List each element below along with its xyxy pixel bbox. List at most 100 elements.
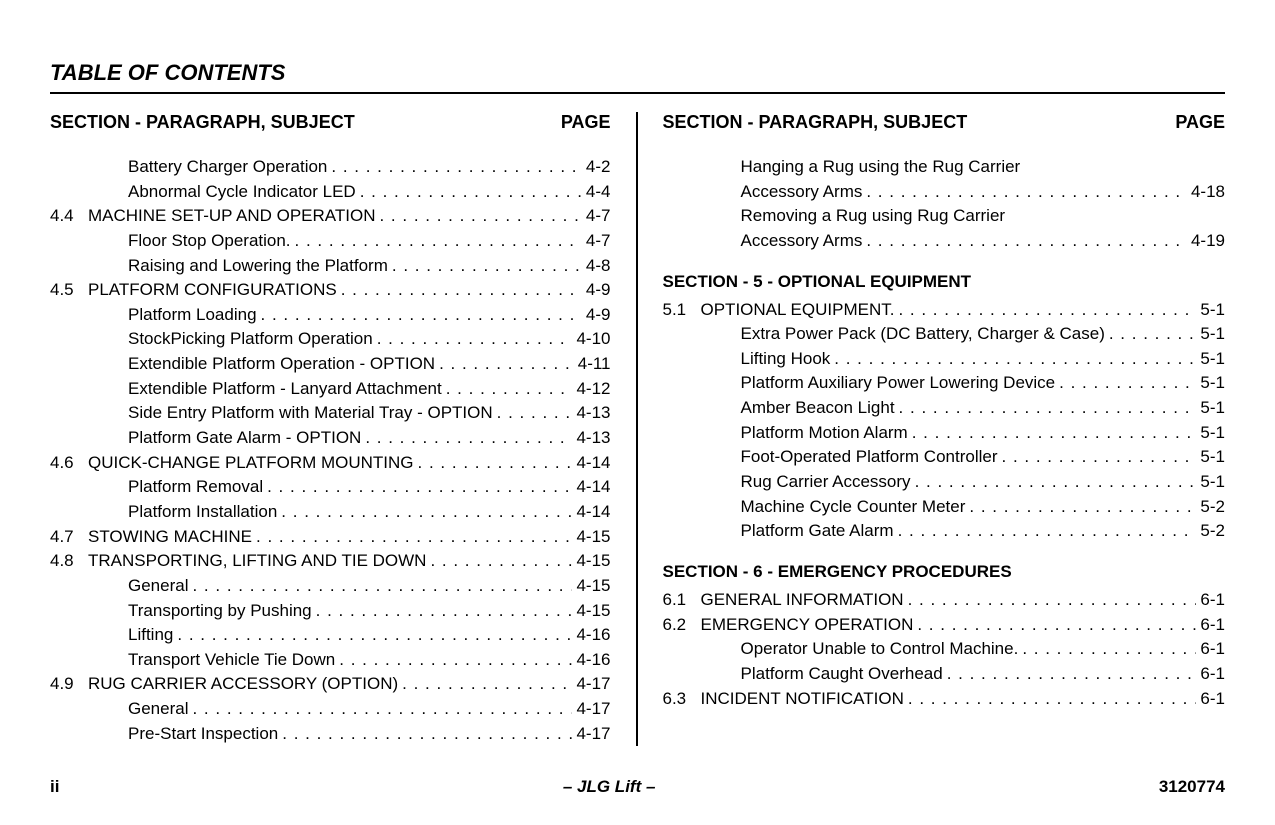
toc-entry: Lifting Hook5-1 <box>663 347 1226 372</box>
toc-number: 6.2 <box>663 613 701 638</box>
toc-label: INCIDENT NOTIFICATION <box>701 687 904 712</box>
leader-dots <box>192 697 572 722</box>
toc-label: StockPicking Platform Operation <box>50 327 373 352</box>
toc-entry: General4-17 <box>50 697 611 722</box>
toc-label: Abnormal Cycle Indicator LED <box>50 180 356 205</box>
toc-entry: Abnormal Cycle Indicator LED4-4 <box>50 180 611 205</box>
right-column: SECTION - PARAGRAPH, SUBJECT PAGE Hangin… <box>638 112 1226 746</box>
right-body: Hanging a Rug using the Rug CarrierAcces… <box>663 155 1226 711</box>
toc-page: 4-9 <box>586 278 611 303</box>
toc-label: Amber Beacon Light <box>663 396 895 421</box>
leader-dots <box>418 451 573 476</box>
toc-label: Foot-Operated Platform Controller <box>663 445 998 470</box>
toc-page: 4-17 <box>576 672 610 697</box>
toc-page: 4-10 <box>576 327 610 352</box>
toc-label: General <box>50 697 188 722</box>
columns: SECTION - PARAGRAPH, SUBJECT PAGE Batter… <box>50 112 1225 746</box>
toc-entry: Platform Installation 4-14 <box>50 500 611 525</box>
toc-entry: Extendible Platform - Lanyard Attachment… <box>50 377 611 402</box>
leader-dots <box>261 303 582 328</box>
toc-label: GENERAL INFORMATION <box>701 588 904 613</box>
toc-entry: 4.7STOWING MACHINE4-15 <box>50 525 611 550</box>
toc-page: 4-15 <box>576 525 610 550</box>
toc-label: Pre-Start Inspection <box>50 722 278 747</box>
toc-entry: Transport Vehicle Tie Down4-16 <box>50 648 611 673</box>
leader-dots <box>908 588 1197 613</box>
leader-dots <box>912 421 1197 446</box>
leader-dots <box>177 623 572 648</box>
toc-entry: Platform Removal4-14 <box>50 475 611 500</box>
toc-number: 4.7 <box>50 525 88 550</box>
toc-number: 4.6 <box>50 451 88 476</box>
leader-dots <box>866 229 1187 254</box>
toc-label: Machine Cycle Counter Meter <box>663 495 966 520</box>
leader-dots <box>256 525 572 550</box>
leader-dots <box>1059 371 1196 396</box>
toc-entry: Lifting4-16 <box>50 623 611 648</box>
toc-entry: 4.4MACHINE SET-UP AND OPERATION4-7 <box>50 204 611 229</box>
toc-label: Platform Auxiliary Power Lowering Device <box>663 371 1056 396</box>
leader-dots <box>908 687 1197 712</box>
toc-label: Platform Installation <box>50 500 277 525</box>
toc-label: RUG CARRIER ACCESSORY (OPTION) <box>88 672 398 697</box>
section-heading: SECTION - 6 - EMERGENCY PROCEDURES <box>663 562 1226 582</box>
left-body: Battery Charger Operation4-2Abnormal Cyc… <box>50 155 611 746</box>
toc-page: 5-1 <box>1200 445 1225 470</box>
leader-dots <box>392 254 582 279</box>
toc-page: 6-1 <box>1200 613 1225 638</box>
footer-left: ii <box>50 777 59 797</box>
leader-dots <box>866 180 1187 205</box>
toc-page: 4-16 <box>576 623 610 648</box>
leader-dots <box>281 500 572 525</box>
leader-dots <box>360 180 582 205</box>
toc-label: General <box>50 574 188 599</box>
toc-entry: Platform Loading4-9 <box>50 303 611 328</box>
toc-page: 4-13 <box>576 401 610 426</box>
leader-dots <box>834 347 1196 372</box>
toc-page: 4-14 <box>576 451 610 476</box>
toc-label: Platform Removal <box>50 475 263 500</box>
leader-dots <box>497 401 573 426</box>
toc-page: 4-14 <box>576 500 610 525</box>
toc-entry: Platform Gate Alarm - OPTION4-13 <box>50 426 611 451</box>
toc-page: 5-1 <box>1200 298 1225 323</box>
toc-label: Platform Gate Alarm <box>663 519 894 544</box>
toc-page: 5-1 <box>1200 470 1225 495</box>
toc-entry: Operator Unable to Control Machine.6-1 <box>663 637 1226 662</box>
leader-dots <box>331 155 582 180</box>
toc-page: 5-1 <box>1200 396 1225 421</box>
toc-number: 6.1 <box>663 588 701 613</box>
toc-label: Battery Charger Operation <box>50 155 327 180</box>
toc-entry-line1: Removing a Rug using Rug Carrier <box>663 204 1226 229</box>
toc-entry: Floor Stop Operation.4-7 <box>50 229 611 254</box>
leader-dots <box>430 549 572 574</box>
toc-label: Extra Power Pack (DC Battery, Charger & … <box>663 322 1105 347</box>
section-heading: SECTION - 5 - OPTIONAL EQUIPMENT <box>663 272 1226 292</box>
toc-number: 6.3 <box>663 687 701 712</box>
leader-dots <box>917 613 1196 638</box>
page: TABLE OF CONTENTS SECTION - PARAGRAPH, S… <box>0 0 1275 825</box>
toc-entry: 4.6QUICK-CHANGE PLATFORM MOUNTING4-14 <box>50 451 611 476</box>
toc-number: 4.9 <box>50 672 88 697</box>
toc-label: OPTIONAL EQUIPMENT. <box>701 298 895 323</box>
toc-entry: Platform Motion Alarm5-1 <box>663 421 1226 446</box>
toc-entry: Machine Cycle Counter Meter5-2 <box>663 495 1226 520</box>
toc-entry-line1: Hanging a Rug using the Rug Carrier <box>663 155 1226 180</box>
toc-page: 6-1 <box>1200 637 1225 662</box>
leader-dots <box>969 495 1196 520</box>
toc-entry: Extra Power Pack (DC Battery, Charger & … <box>663 322 1226 347</box>
toc-label: Rug Carrier Accessory <box>663 470 911 495</box>
toc-page: 5-1 <box>1200 347 1225 372</box>
toc-label: TRANSPORTING, LIFTING AND TIE DOWN <box>88 549 426 574</box>
toc-page: 6-1 <box>1200 588 1225 613</box>
page-title: TABLE OF CONTENTS <box>50 60 1225 86</box>
toc-label: Transporting by Pushing <box>50 599 312 624</box>
leader-dots <box>898 298 1196 323</box>
toc-page: 4-8 <box>586 254 611 279</box>
leader-dots <box>192 574 572 599</box>
toc-page: 6-1 <box>1200 662 1225 687</box>
leader-dots <box>915 470 1197 495</box>
title-rule <box>50 92 1225 94</box>
toc-entry: Pre-Start Inspection4-17 <box>50 722 611 747</box>
leader-dots <box>365 426 572 451</box>
